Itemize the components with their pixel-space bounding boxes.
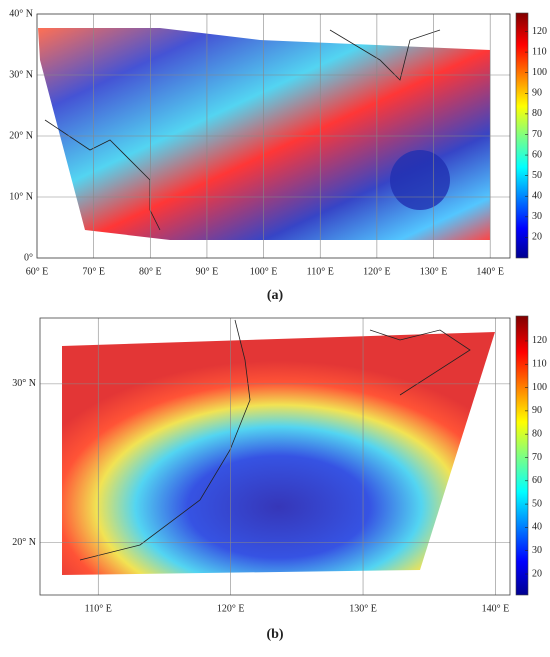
panel-caption: (b) (266, 627, 283, 642)
swath-a (38, 28, 490, 240)
panel-caption: (a) (267, 288, 284, 303)
colorbar-tick-label: 110 (532, 359, 547, 370)
y-tick-label: 20° N (12, 537, 36, 548)
x-tick-label: 60° E (26, 266, 49, 277)
colorbar-tick-label: 90 (532, 88, 542, 99)
colorbar-tick-label: 60 (532, 475, 542, 486)
colorbar-tick-label: 80 (532, 108, 542, 119)
colorbar-tick-label: 120 (532, 26, 547, 37)
colorbar-tick-label: 100 (532, 67, 547, 78)
x-tick-label: 140° E (476, 266, 504, 277)
plot-frame (36, 13, 511, 259)
colorbar-tick-label: 70 (532, 452, 542, 463)
x-tick-label: 120° E (363, 266, 391, 277)
x-tick-label: 130° E (349, 603, 377, 614)
colorbar-tick-label: 60 (532, 149, 542, 160)
colorbar (515, 315, 529, 596)
x-tick-label: 80° E (139, 266, 162, 277)
colorbar-tick-label: 70 (532, 129, 542, 140)
colorbar-tick-label: 80 (532, 428, 542, 439)
colorbar-tick-label: 30 (532, 545, 542, 556)
colorbar-tick-label: 120 (532, 335, 547, 346)
colorbar-tick-label: 50 (532, 170, 542, 181)
colorbar-tick-label: 20 (532, 232, 542, 243)
y-tick-label: 30° N (9, 69, 33, 80)
y-tick-label: 10° N (9, 191, 33, 202)
colorbar-tick-label: 20 (532, 568, 542, 579)
y-tick-label: 40° N (9, 8, 33, 19)
y-tick-label: 20° N (9, 130, 33, 141)
x-tick-label: 100° E (250, 266, 278, 277)
x-tick-label: 140° E (482, 603, 510, 614)
x-tick-label: 110° E (85, 603, 112, 614)
x-tick-label: 70° E (82, 266, 105, 277)
colorbar-tick-label: 30 (532, 211, 542, 222)
colorbar-tick-label: 100 (532, 382, 547, 393)
colorbar-tick-label: 40 (532, 191, 542, 202)
colorbar-tick-label: 50 (532, 498, 542, 509)
plot-frame (39, 317, 511, 596)
x-tick-label: 130° E (420, 266, 448, 277)
x-tick-label: 120° E (217, 603, 245, 614)
colorbar-tick-label: 90 (532, 405, 542, 416)
y-tick-label: 30° N (12, 378, 36, 389)
colorbar (515, 12, 529, 259)
colorbar-tick-label: 110 (532, 46, 547, 57)
x-tick-label: 110° E (307, 266, 334, 277)
swath-b (62, 319, 495, 575)
x-tick-label: 90° E (196, 266, 219, 277)
colorbar-tick-label: 40 (532, 522, 542, 533)
y-tick-label: 0° (24, 252, 33, 263)
